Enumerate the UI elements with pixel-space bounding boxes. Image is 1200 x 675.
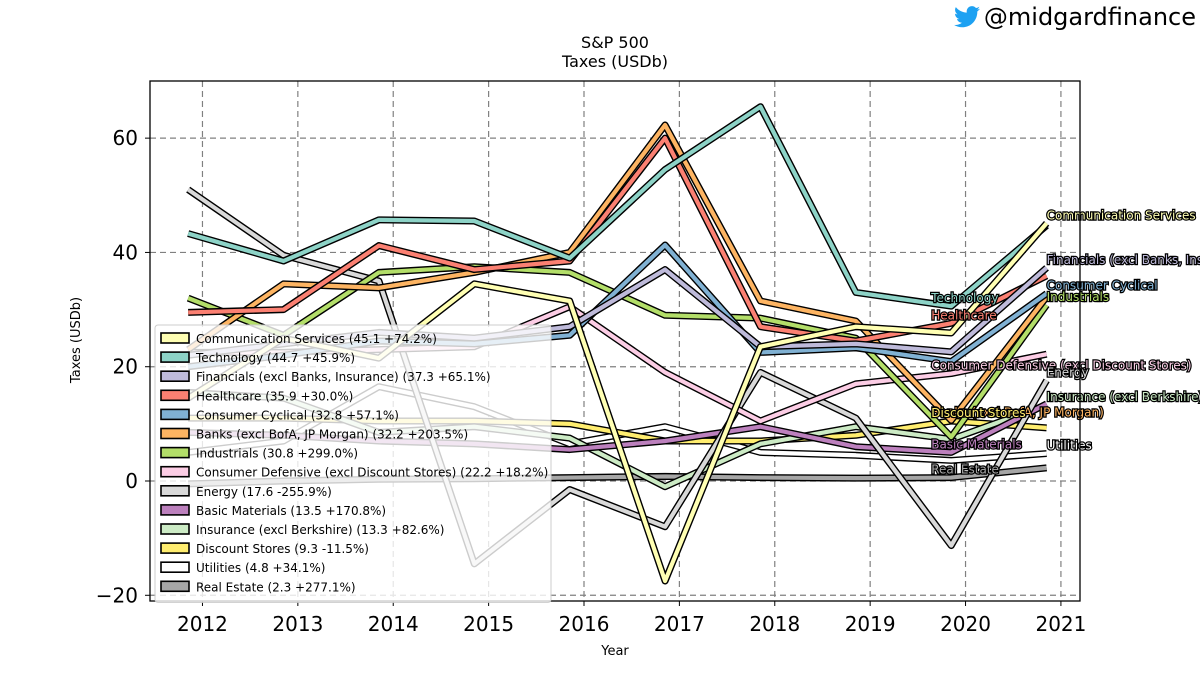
end-label: Utilities [1047, 439, 1092, 453]
x-tick-label: 2014 [368, 612, 419, 636]
plot-frame [149, 80, 1081, 602]
end-label: Discount Stores [931, 406, 1025, 420]
y-tick-label: −20 [96, 583, 138, 607]
legend-swatch [160, 446, 190, 459]
legend-entry: Communication Services (45.1 +74.2%) [196, 332, 437, 346]
x-tick-label: 2013 [272, 612, 323, 636]
end-label: Consumer Defensive (excl Discount Stores… [931, 359, 1191, 373]
legend-swatch [160, 484, 190, 497]
y-tick-label: 40 [113, 240, 138, 264]
legend-entry: Financials (excl Banks, Insurance) (37.3… [196, 370, 491, 384]
legend-entry: Consumer Cyclical (32.8 +57.1%) [196, 408, 399, 422]
legend-entry: Discount Stores (9.3 -11.5%) [196, 542, 369, 556]
legend-entry: Real Estate (2.3 +277.1%) [196, 580, 356, 594]
x-tick-label: 2021 [1035, 612, 1086, 636]
legend: Communication Services (45.1 +74.2%) Tech… [154, 324, 552, 603]
y-tick-label: 60 [113, 126, 138, 150]
end-label: Real Estate [931, 463, 999, 477]
end-label: Healthcare [931, 308, 996, 322]
x-tick-label: 2012 [177, 612, 228, 636]
brand-handle: @midgardfinance [953, 2, 1196, 32]
legend-swatch [160, 523, 190, 535]
legend-swatch [160, 561, 190, 574]
y-tick-label: 20 [113, 355, 138, 379]
legend-entry: Insurance (excl Berkshire) (13.3 +82.6%) [196, 523, 445, 537]
legend-entry: Energy (17.6 -255.9%) [196, 485, 332, 499]
legend-swatch [160, 370, 190, 383]
series-line-banks-excl-bofa-jp-morgan [186, 122, 1049, 423]
y-axis-label: Taxes (USDb) [69, 297, 84, 384]
brand-handle-text: @midgardfinance [983, 3, 1196, 31]
x-tick-label: 2018 [749, 612, 800, 636]
legend-entry: Consumer Defensive (excl Discount Stores… [196, 466, 548, 480]
end-label: Energy [1047, 365, 1089, 379]
legend-entry: Industrials (30.8 +299.0%) [196, 447, 358, 461]
legend-swatch [160, 351, 190, 363]
end-label: Communication Services [1047, 208, 1196, 222]
end-label: Technology [930, 291, 998, 305]
twitter-bird-icon [953, 6, 980, 28]
end-label: Basic Materials [931, 437, 1022, 451]
legend-swatch [160, 427, 190, 440]
end-label: Financials (excl Banks, Insurance) [1047, 253, 1200, 267]
x-tick-label: 2016 [559, 612, 610, 636]
legend-entry: Healthcare (35.9 +30.0%) [196, 389, 353, 403]
end-label: Industrials [1047, 290, 1110, 304]
legend-swatch [160, 504, 190, 516]
legend-entry: Utilities (4.8 +34.1%) [196, 561, 325, 575]
legend-swatch [160, 332, 190, 344]
legend-swatch [160, 542, 190, 554]
legend-swatch [160, 465, 190, 478]
legend-entry: Basic Materials (13.5 +170.8%) [196, 504, 386, 518]
chart-title: S&P 500 [581, 33, 649, 52]
y-tick-label: 0 [125, 469, 138, 493]
legend-entry: Technology (44.7 +45.9%) [195, 351, 355, 365]
x-tick-label: 2015 [463, 612, 514, 636]
legend-swatch [160, 389, 190, 402]
series-line-technology [187, 104, 1048, 309]
x-tick-label: 2019 [845, 612, 896, 636]
end-label: Insurance (excl Berkshire) [1047, 390, 1200, 404]
end-label: Banks (excl BofA, JP Morgan) [931, 405, 1104, 419]
legend-entry: Banks (excl BofA, JP Morgan) (32.2 +203.… [196, 428, 468, 442]
series-line-energy [186, 187, 1049, 566]
legend-swatch [160, 408, 190, 421]
x-tick-label: 2020 [940, 612, 991, 636]
legend-swatch [160, 580, 190, 593]
x-axis-label: Year [600, 644, 629, 659]
end-label: Consumer Cyclical [1047, 279, 1158, 293]
chart-subtitle: Taxes (USDb) [561, 52, 668, 71]
x-tick-label: 2017 [654, 612, 705, 636]
legend-box [154, 324, 552, 603]
